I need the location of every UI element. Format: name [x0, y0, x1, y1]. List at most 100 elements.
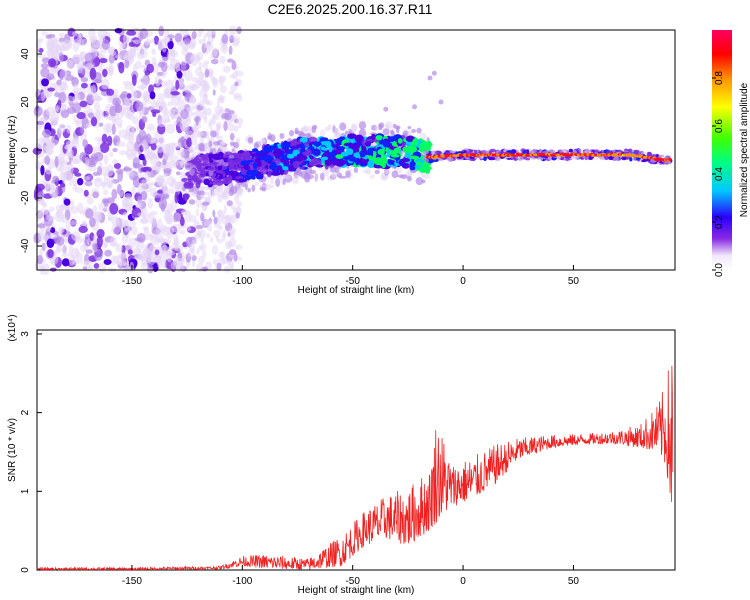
- spectral-blob: [128, 237, 136, 249]
- spectral-blob: [93, 263, 100, 269]
- snr-panel: -150 -100 -50 0 50 0 1 2 3 (x10⁴) Height of str…: [7, 314, 676, 596]
- colorbar-tick-label: 0.8: [714, 71, 725, 85]
- spectral-blob: [221, 45, 228, 54]
- spectral-blob: [274, 155, 280, 159]
- spectral-blob: [57, 152, 65, 164]
- spectral-blob: [166, 176, 176, 187]
- spectral-blob: [228, 45, 233, 56]
- spectral-blob: [78, 225, 88, 234]
- spectral-blob: [55, 204, 65, 212]
- spectral-blob: [212, 89, 216, 96]
- spectral-blob: [125, 110, 136, 116]
- spectral-blob: [59, 183, 66, 188]
- spectral-blob: [39, 266, 46, 272]
- spectral-blob: [358, 120, 367, 130]
- spectral-blob: [73, 38, 79, 45]
- spectral-blob: [629, 157, 633, 162]
- spectral-blob: [71, 76, 79, 87]
- spectral-blob: [407, 125, 412, 130]
- spectral-blob: [85, 249, 94, 254]
- spectral-blob: [72, 31, 79, 37]
- spectral-blob: [465, 156, 470, 160]
- spectral-blob: [568, 148, 573, 153]
- spectral-blob: [114, 117, 123, 126]
- spectral-blob: [217, 165, 223, 171]
- spectral-blob: [46, 91, 53, 97]
- x-tick-label: 50: [568, 276, 580, 287]
- spectral-blob: [130, 89, 137, 101]
- spectral-blob: [92, 44, 98, 49]
- spectral-blob: [170, 154, 180, 167]
- spectral-blob: [82, 266, 88, 271]
- spectral-blob: [245, 170, 256, 176]
- spectral-blob: [198, 32, 202, 38]
- spectral-blob: [210, 58, 219, 65]
- spectral-blob: [236, 201, 243, 208]
- spectral-blob: [173, 233, 179, 244]
- spectral-blob: [203, 191, 212, 196]
- spectral-blob: [96, 228, 105, 239]
- spectral-blob: [115, 141, 126, 148]
- spectral-blob: [93, 101, 101, 112]
- spectral-blob: [226, 200, 233, 207]
- spectral-blob: [227, 123, 236, 132]
- spectral-blob: [65, 150, 72, 157]
- spectral-blob: [134, 60, 142, 70]
- spectral-blob: [94, 178, 103, 183]
- spectral-blob: [49, 187, 59, 198]
- spectral-blob: [288, 164, 295, 172]
- spectral-blob: [76, 111, 86, 120]
- spectral-blob: [416, 127, 422, 134]
- spectral-blob: [173, 142, 182, 149]
- spectral-blob: [156, 256, 163, 269]
- spectral-blob: [65, 95, 74, 103]
- spectral-blob: [548, 149, 554, 153]
- spectral-blob: [157, 38, 164, 51]
- spectral-blob: [167, 47, 175, 56]
- spectral-blob: [179, 29, 190, 38]
- spectral-blob: [211, 244, 219, 255]
- colorbar-tick-label: 0.0: [714, 263, 725, 277]
- spectral-blob: [118, 252, 127, 261]
- spectral-blob: [123, 219, 130, 232]
- spectral-blob: [254, 181, 259, 187]
- spectral-blob: [47, 73, 55, 80]
- spectral-blob: [174, 191, 179, 204]
- spectral-blob: [97, 166, 103, 176]
- spectral-blob: [423, 164, 429, 172]
- spectral-blob: [212, 178, 222, 184]
- spectral-blob: [103, 259, 112, 266]
- spectral-blob: [195, 124, 202, 129]
- spectral-blob: [309, 169, 317, 175]
- spectral-blob: [52, 117, 58, 125]
- spectral-blob: [179, 216, 185, 227]
- spectral-blob: [56, 246, 64, 253]
- spectral-blob: [203, 219, 210, 227]
- spectral-blob: [537, 156, 544, 161]
- spectral-blob: [344, 130, 349, 136]
- spectral-blob: [427, 75, 433, 81]
- spectral-blob: [201, 110, 208, 120]
- spectral-blob: [58, 226, 65, 234]
- spectral-blob: [63, 198, 71, 206]
- spectral-blob: [195, 225, 204, 230]
- spectral-blob: [253, 143, 260, 149]
- spectral-blob: [111, 215, 120, 227]
- spectral-blob: [191, 111, 198, 116]
- spectral-blob: [44, 146, 49, 153]
- spectral-blob: [138, 183, 148, 190]
- y-tick-label: 40: [20, 48, 31, 60]
- spectral-blob: [96, 235, 103, 248]
- spectral-blob: [199, 89, 203, 99]
- spectral-blob: [184, 69, 193, 82]
- spectral-blob: [37, 223, 46, 229]
- spectral-blob: [186, 106, 194, 113]
- spectral-blob: [83, 189, 89, 197]
- spectral-blob: [179, 78, 185, 88]
- spectral-blob: [319, 129, 326, 137]
- spectral-blob: [224, 170, 230, 176]
- x-tick-label: -100: [232, 276, 252, 287]
- spectral-blob: [89, 37, 96, 45]
- spectral-blob: [88, 217, 96, 228]
- spectral-blob: [39, 248, 44, 257]
